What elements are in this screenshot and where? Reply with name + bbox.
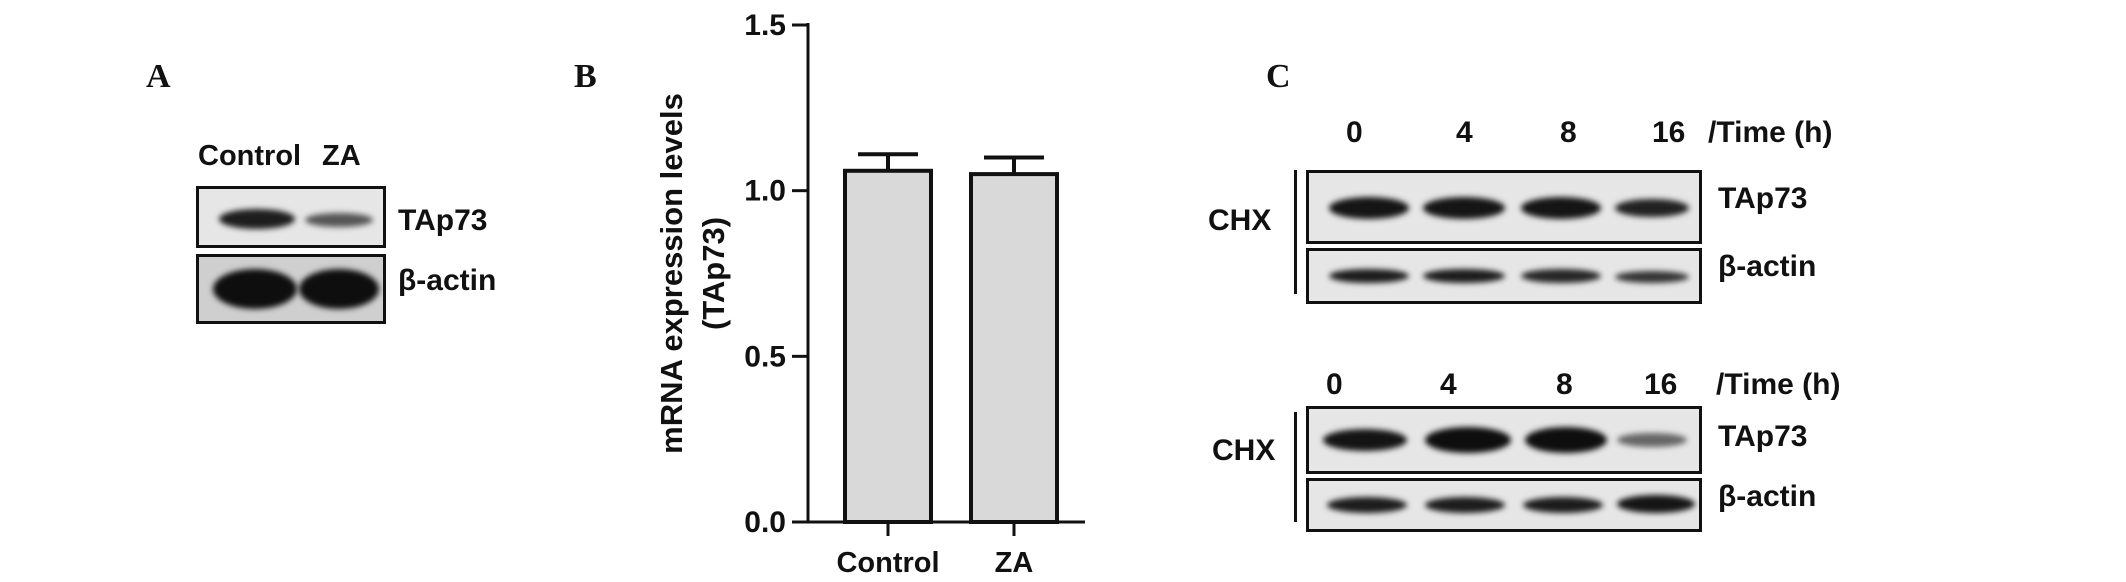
y-axis-label: (TAp73)	[696, 217, 731, 330]
time-unit-label: /Time (h)	[1716, 368, 1841, 401]
lane-label-control: Control	[198, 140, 302, 172]
time-label-4: 4	[1456, 116, 1473, 149]
row-label-actin: β-actin	[1718, 250, 1817, 283]
blot-c2-tap73	[1306, 406, 1702, 474]
x-tick-label: Control	[836, 547, 939, 579]
time-label-8: 8	[1556, 368, 1573, 401]
band	[1615, 271, 1689, 283]
band	[1523, 497, 1603, 513]
band	[213, 269, 297, 309]
band	[1329, 197, 1409, 219]
lane-label-za: ZA	[322, 140, 361, 172]
band	[1423, 269, 1505, 283]
row-label-actin: β-actin	[398, 264, 497, 297]
treatment-label-chx: CHX	[1212, 434, 1276, 467]
row-label-tap73: TAp73	[1718, 182, 1808, 215]
blot-c1-actin	[1306, 248, 1702, 304]
blot-a-tap73	[196, 186, 386, 248]
time-unit-label: /Time (h)	[1708, 116, 1833, 149]
treatment-label-chx: CHX	[1208, 204, 1272, 237]
band	[1615, 199, 1689, 217]
time-label-8: 8	[1560, 116, 1577, 149]
bar-control	[843, 168, 933, 525]
y-tick-label: 1.0	[744, 175, 786, 208]
panel-a-letter: A	[146, 58, 171, 95]
band	[1521, 269, 1601, 283]
band	[1323, 429, 1407, 451]
panel-c-letter: C	[1266, 58, 1291, 95]
band	[219, 209, 295, 229]
y-tick-label: 0.0	[744, 506, 786, 539]
band	[1617, 433, 1687, 447]
time-label-16: 16	[1644, 368, 1678, 401]
row-label-tap73: TAp73	[398, 204, 488, 237]
y-axis-label: mRNA expression levels	[654, 93, 689, 454]
band	[1423, 197, 1505, 219]
row-label-tap73: TAp73	[1718, 420, 1808, 453]
time-label-4: 4	[1440, 368, 1457, 401]
band	[1521, 197, 1601, 219]
blot-c1-tap73	[1306, 170, 1702, 244]
panel-b-letter: B	[574, 58, 597, 95]
bar-za	[969, 172, 1059, 524]
band	[1525, 427, 1607, 453]
blot-c2-actin	[1306, 478, 1702, 532]
chx-bracket	[1294, 412, 1297, 522]
band	[1425, 497, 1505, 513]
x-tick-label: ZA	[995, 547, 1034, 579]
row-label-actin: β-actin	[1718, 480, 1817, 513]
band	[299, 269, 379, 309]
band	[1425, 427, 1511, 453]
band	[1327, 497, 1407, 513]
chx-bracket	[1294, 170, 1297, 294]
time-label-0: 0	[1346, 116, 1363, 149]
time-label-0: 0	[1326, 368, 1343, 401]
time-label-16: 16	[1652, 116, 1686, 149]
band	[305, 213, 373, 227]
y-tick-label: 1.5	[744, 9, 786, 42]
band	[1329, 269, 1409, 283]
y-tick-label: 0.5	[744, 340, 786, 373]
chart-layer: 0.0 0.5 1.0 1.5 mRNA expression levels (TAp73…	[654, 9, 1085, 579]
band	[1617, 495, 1695, 513]
blot-a-actin	[196, 254, 386, 324]
